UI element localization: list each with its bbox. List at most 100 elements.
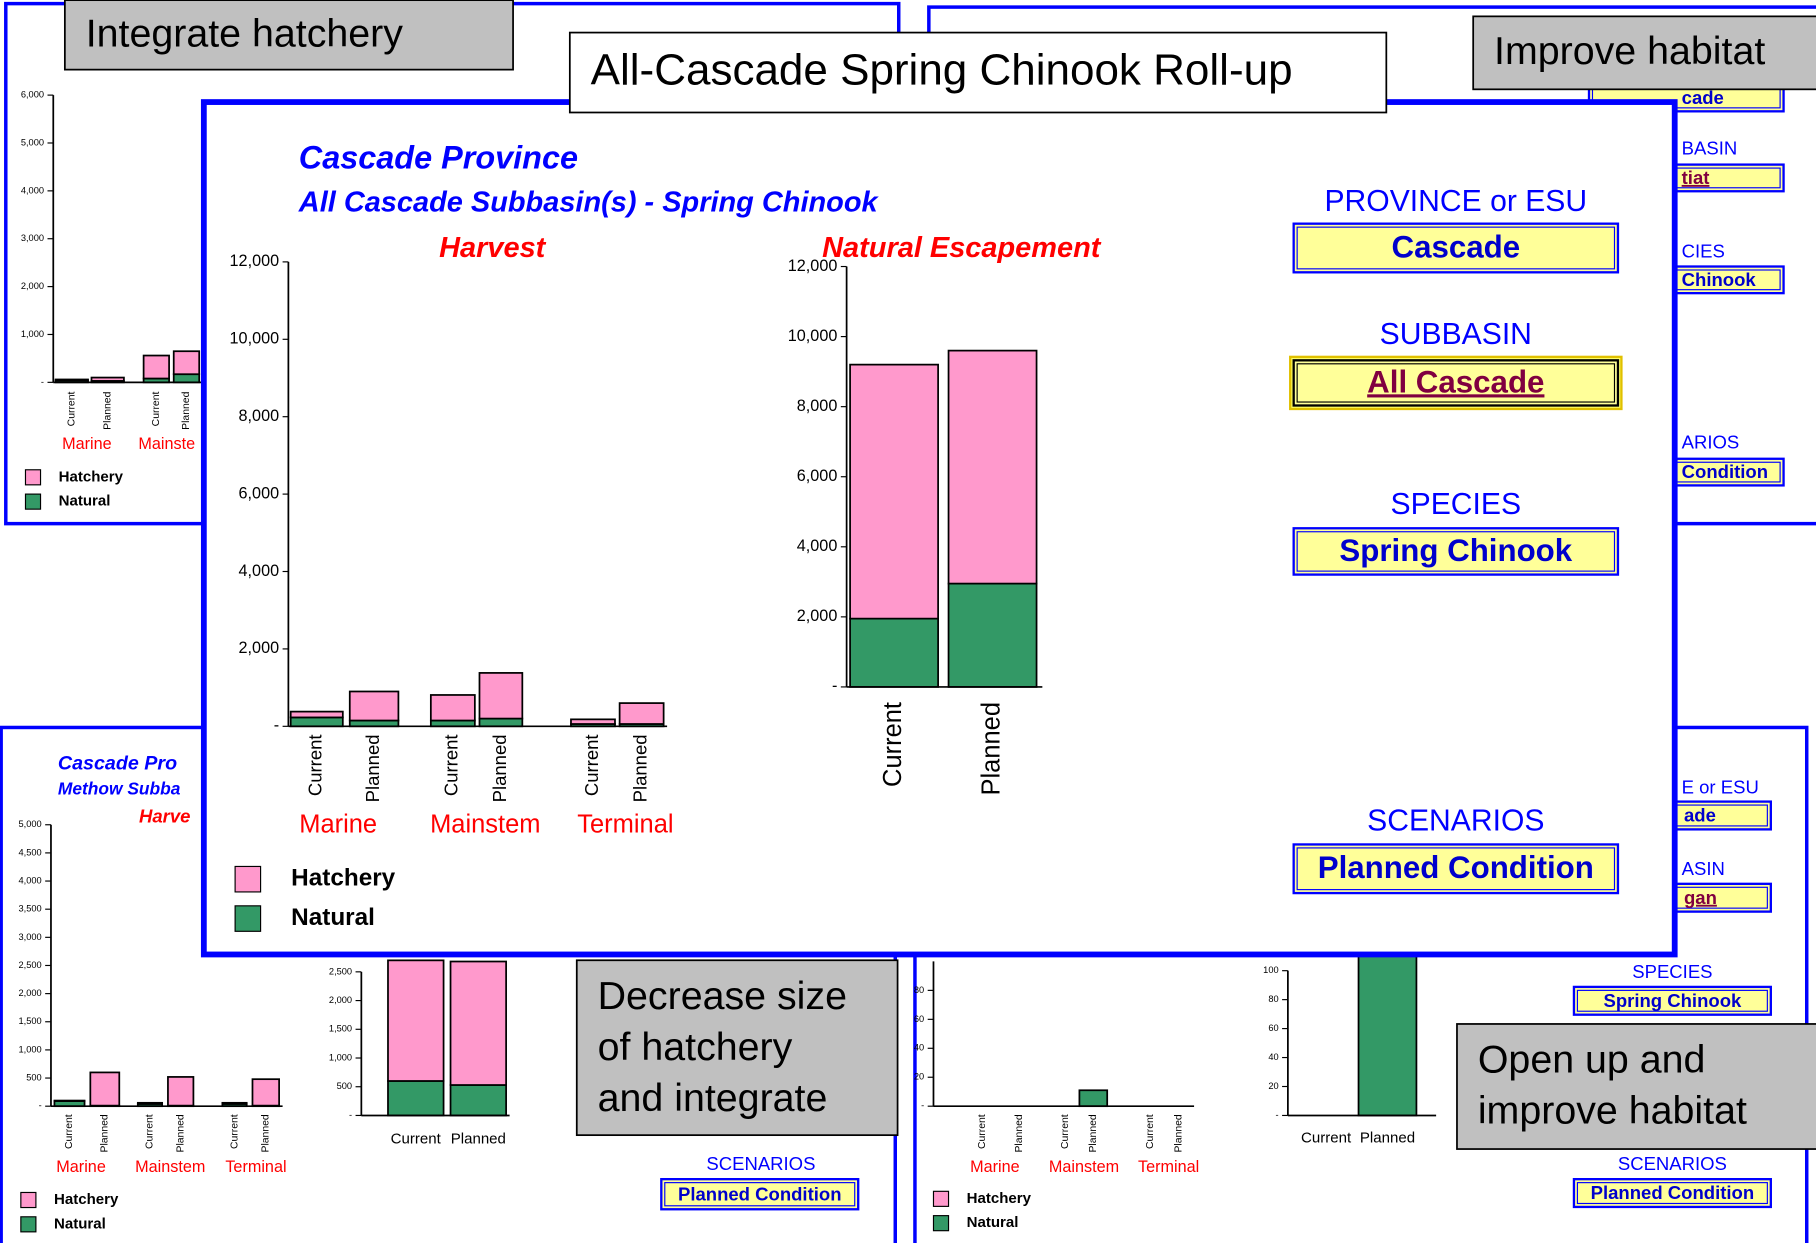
bar-label: Planned	[1014, 1114, 1025, 1152]
selector-value: Planned Condition	[1591, 1182, 1755, 1203]
y-tick-label: 60	[914, 1014, 924, 1024]
bar-segment	[348, 719, 400, 728]
y-tick-label: 4,000	[797, 537, 838, 555]
y-tick-label: 1,000	[19, 1044, 42, 1054]
selector-value: Cascade	[1391, 229, 1520, 264]
bar-segment	[947, 582, 1038, 688]
legend-label: Hatchery	[59, 468, 124, 485]
y-tick-label: 12,000	[230, 252, 280, 270]
y-tick-label: 1,000	[21, 329, 44, 339]
chart-title: Harvest	[439, 232, 547, 264]
bar-label: Planned	[175, 1114, 186, 1152]
selector-inner	[1576, 1182, 1768, 1205]
selector-label: SPECIES	[1632, 961, 1712, 982]
group-label: Marine	[299, 811, 377, 839]
selector-box	[1572, 985, 1772, 1016]
panel-title: Cascade Pro	[58, 753, 177, 775]
bar-label: Planned	[362, 734, 383, 802]
legend-label: Hatchery	[291, 865, 396, 892]
selector-value: All Cascade	[1367, 364, 1544, 399]
bar-segment	[387, 959, 445, 1082]
bar-label: Current	[229, 1114, 240, 1149]
y-tick-label: 2,000	[329, 995, 352, 1005]
bar-segment	[289, 710, 344, 719]
legend-swatch	[932, 1190, 950, 1207]
selector-inner	[1296, 847, 1616, 891]
group-label: Terminal	[225, 1158, 286, 1176]
bar-segment	[54, 378, 89, 382]
legend-swatch	[234, 865, 262, 893]
group-label: Marine	[62, 435, 112, 453]
y-tick-label: 40	[914, 1043, 924, 1053]
bar-segment	[167, 1076, 195, 1107]
selector-box	[1292, 843, 1620, 895]
bar-label: Current	[879, 702, 907, 787]
y-tick-label: 2,000	[797, 607, 838, 625]
bar-segment	[172, 373, 201, 384]
legend-label: Natural	[291, 904, 375, 931]
bar-segment	[478, 717, 524, 728]
bar-label: Planned	[261, 1114, 272, 1152]
main-subtitle: All Cascade Subbasin(s) - Spring Chinook	[298, 187, 880, 219]
y-tick-label: 4,000	[239, 562, 280, 580]
bar-label: Planned	[1360, 1130, 1415, 1147]
bar-segment	[387, 1080, 445, 1117]
y-tick-label: 4,000	[19, 875, 42, 885]
main-panel: Cascade Province All Cascade Subbasin(s)…	[200, 99, 1678, 958]
bar-segment	[348, 690, 400, 722]
bar-label: Current	[151, 391, 162, 426]
y-tick-label: -	[1276, 1110, 1279, 1120]
bar-label: Current	[1145, 1114, 1156, 1149]
callout-text: improve habitat	[1478, 1089, 1747, 1133]
y-tick-label: 12,000	[788, 257, 838, 275]
selector-label: SCENARIOS	[706, 1153, 815, 1174]
selector-label: PROVINCE or ESU	[1324, 185, 1587, 218]
selector-label: ASIN	[1682, 858, 1725, 879]
y-tick-label: 80	[914, 985, 924, 995]
group-label: Mainste	[138, 435, 195, 453]
y-tick-label: 8,000	[797, 397, 838, 415]
y-tick-label: 4,000	[21, 185, 44, 195]
chart-title: Harve	[139, 806, 190, 827]
y-tick-label: -	[832, 677, 837, 695]
legend-swatch	[20, 1216, 37, 1233]
y-tick-label: 20	[1268, 1081, 1278, 1091]
y-tick-label: 2,000	[239, 639, 280, 657]
y-tick-label: -	[39, 1101, 42, 1111]
callout-box	[1472, 15, 1816, 91]
bar-label: Current	[391, 1131, 442, 1148]
group-label: Mainstem	[430, 811, 540, 839]
y-tick-label: 60	[1268, 1023, 1278, 1033]
bar-segment	[221, 1101, 248, 1105]
selector-label: CIES	[1682, 241, 1725, 262]
selector-box	[1572, 1177, 1772, 1209]
y-tick-label: 10,000	[230, 330, 280, 348]
bar-segment	[947, 349, 1038, 585]
selector-value: tiat	[1682, 167, 1710, 188]
y-tick-label: 3,000	[19, 932, 42, 942]
main-title: Cascade Province	[299, 140, 578, 176]
bar-segment	[449, 1084, 507, 1117]
selector-box	[1292, 222, 1620, 274]
bar-segment	[849, 617, 939, 688]
y-tick-label: 3,000	[21, 233, 44, 243]
y-tick-label: 5,000	[21, 137, 44, 147]
bar-segment	[142, 354, 170, 380]
callout-text: Decrease size	[598, 974, 847, 1018]
bar-label: Current	[145, 1114, 156, 1149]
panel-subtitle: Methow Subba	[58, 779, 181, 799]
y-tick-label: 1,000	[329, 1052, 352, 1062]
bar-segment	[478, 672, 524, 720]
bar-segment	[1357, 948, 1418, 1117]
legend-swatch	[20, 1191, 37, 1209]
selector-inner	[664, 1182, 856, 1207]
bar-segment	[429, 719, 476, 728]
y-tick-label: -	[349, 1110, 352, 1120]
y-tick-label: 20	[914, 1072, 924, 1082]
y-tick-label: 3,500	[19, 904, 42, 914]
selector-label: SCENARIOS	[1367, 804, 1544, 837]
legend-label: Hatchery	[967, 1190, 1032, 1207]
y-tick-label: 4,500	[19, 847, 42, 857]
callout-box	[63, 0, 514, 71]
y-tick-label: 1,500	[329, 1024, 352, 1034]
